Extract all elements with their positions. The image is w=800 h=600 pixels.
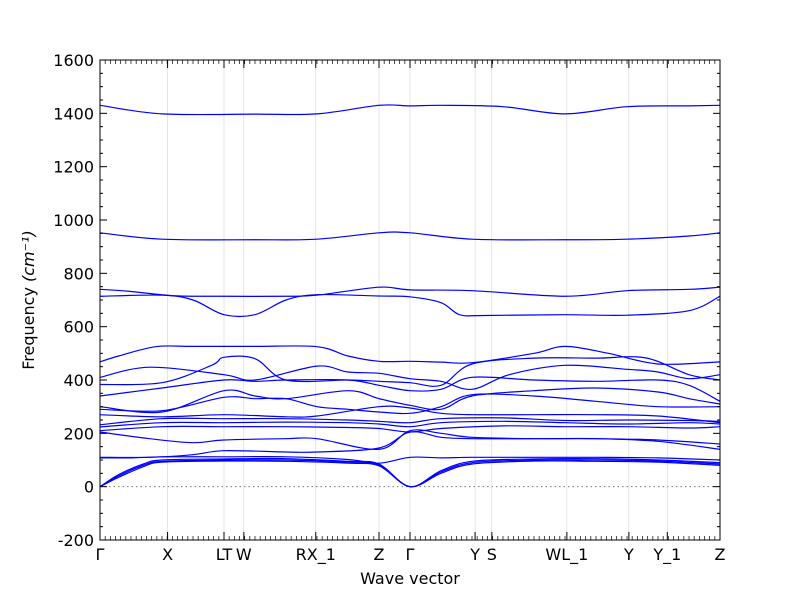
x-tick-label: S bbox=[487, 545, 497, 564]
y-tick-label: 400 bbox=[63, 371, 94, 390]
phonon-band-5 bbox=[99, 345, 721, 365]
phonon-band-6 bbox=[99, 364, 721, 390]
y-tick-label: 600 bbox=[63, 318, 94, 337]
phonon-band-9 bbox=[99, 387, 721, 414]
x-tick-label: Γ bbox=[96, 545, 105, 564]
y-axis-ticks: -200 0 200 400 600 800 1000 1200 1400 1600 bbox=[53, 51, 720, 550]
y-axis-label: Frequency (cm⁻¹) bbox=[19, 230, 38, 369]
y-tick-label: 800 bbox=[63, 264, 94, 283]
x-tick-label: LT bbox=[216, 545, 233, 564]
y-tick-label: 0 bbox=[84, 478, 94, 497]
phonon-band-19 bbox=[99, 459, 721, 488]
x-tick-label: Γ bbox=[406, 545, 415, 564]
phonon-band-10 bbox=[99, 393, 721, 415]
y-tick-label: 1200 bbox=[53, 158, 94, 177]
phonon-band-11 bbox=[99, 405, 721, 424]
x-tick-label: Z bbox=[715, 545, 726, 564]
phonon-band-20 bbox=[99, 460, 721, 488]
x-axis-ticks: Γ X LT W RX_1 Z Γ Y S WL_1 Y Y_1 Z bbox=[96, 60, 726, 565]
phonon-band-7 bbox=[99, 355, 721, 387]
x-tick-label: X bbox=[162, 545, 173, 564]
x-tick-label: Y bbox=[623, 545, 634, 564]
phonon-band-17 bbox=[99, 456, 721, 464]
plot-area bbox=[99, 60, 721, 540]
x-tick-label: WL_1 bbox=[545, 545, 588, 565]
y-tick-label: 1000 bbox=[53, 211, 94, 230]
x-tick-label: Y bbox=[469, 545, 480, 564]
y-tick-label: 1600 bbox=[53, 51, 94, 70]
plot-frame bbox=[99, 59, 721, 541]
phonon-band-8 bbox=[99, 376, 721, 402]
x-tick-label: Y_1 bbox=[652, 545, 681, 565]
x-tick-label: Z bbox=[374, 545, 385, 564]
phonon-band-12 bbox=[99, 417, 721, 426]
phonon-band-18 bbox=[99, 457, 721, 488]
y-axis-label-text: Frequency bbox=[19, 287, 38, 370]
phonon-band-13 bbox=[99, 420, 721, 428]
y-axis-label-unit: (cm⁻¹) bbox=[19, 230, 38, 282]
phonon-band-2 bbox=[99, 231, 721, 241]
y-tick-label: -200 bbox=[58, 531, 94, 550]
x-tick-label: W bbox=[236, 545, 252, 564]
phonon-band-4 bbox=[99, 293, 721, 318]
y-tick-label: 1400 bbox=[53, 104, 94, 123]
y-tick-label: 200 bbox=[63, 424, 94, 443]
x-axis-label: Wave vector bbox=[360, 569, 460, 588]
phonon-band-1 bbox=[99, 104, 721, 116]
phonon-band-16 bbox=[99, 431, 721, 459]
x-tick-label: RX_1 bbox=[296, 545, 336, 565]
